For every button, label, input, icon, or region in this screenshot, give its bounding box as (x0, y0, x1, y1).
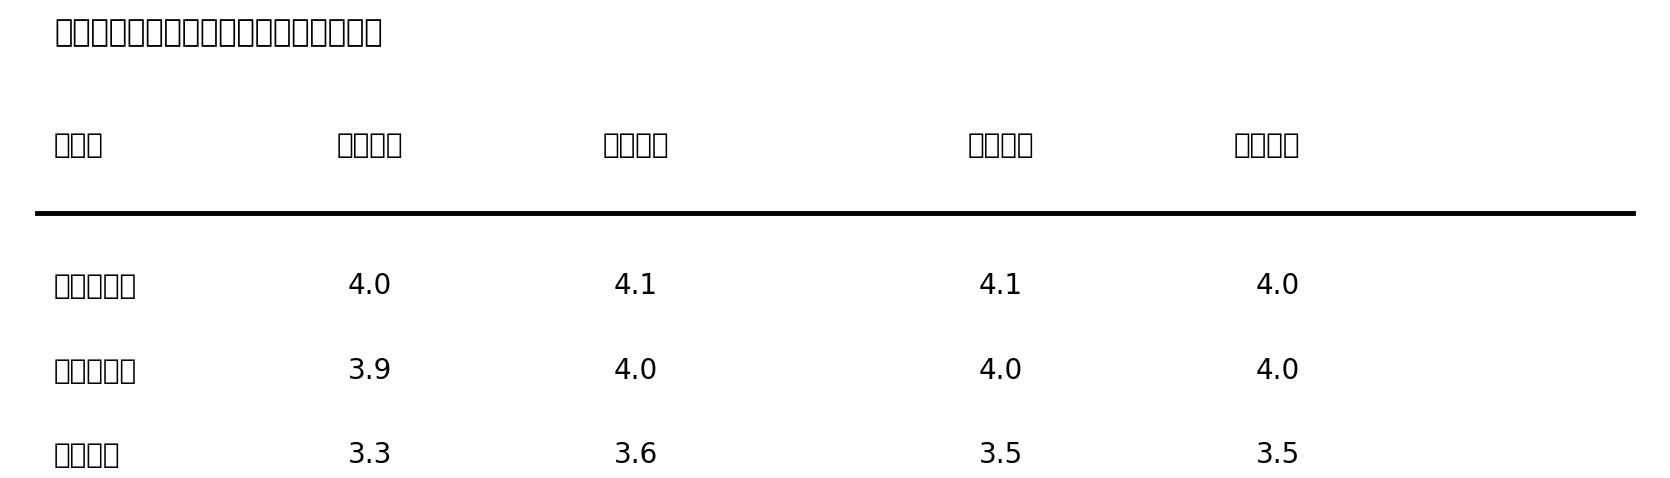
Text: 興味あり: 興味あり (969, 131, 1034, 159)
Text: 表　各因子別の基本的心理欲求の平均点: 表 各因子別の基本的心理欲求の平均点 (53, 18, 382, 47)
Text: 親密性欲求: 親密性欲求 (53, 272, 137, 300)
Text: 4.0: 4.0 (347, 272, 392, 300)
Text: 4.0: 4.0 (979, 357, 1024, 384)
Text: 3.3: 3.3 (347, 441, 392, 469)
Text: 4.1: 4.1 (613, 272, 658, 300)
Text: 興味なし: 興味なし (1234, 131, 1301, 159)
Text: 4.0: 4.0 (1256, 357, 1301, 384)
Text: 3.9: 3.9 (347, 357, 392, 384)
Text: 履修あり: 履修あり (336, 131, 402, 159)
Text: 3.6: 3.6 (613, 441, 658, 469)
Text: 4.0: 4.0 (1256, 272, 1301, 300)
Text: 承認欲求: 承認欲求 (53, 441, 120, 469)
Text: 3.5: 3.5 (979, 441, 1024, 469)
Text: 4.1: 4.1 (979, 272, 1024, 300)
Text: 自律性欲求: 自律性欲求 (53, 357, 137, 384)
Text: 因子名: 因子名 (53, 131, 104, 159)
Text: 履修なし: 履修なし (603, 131, 670, 159)
Text: 4.0: 4.0 (613, 357, 658, 384)
Text: 3.5: 3.5 (1256, 441, 1301, 469)
